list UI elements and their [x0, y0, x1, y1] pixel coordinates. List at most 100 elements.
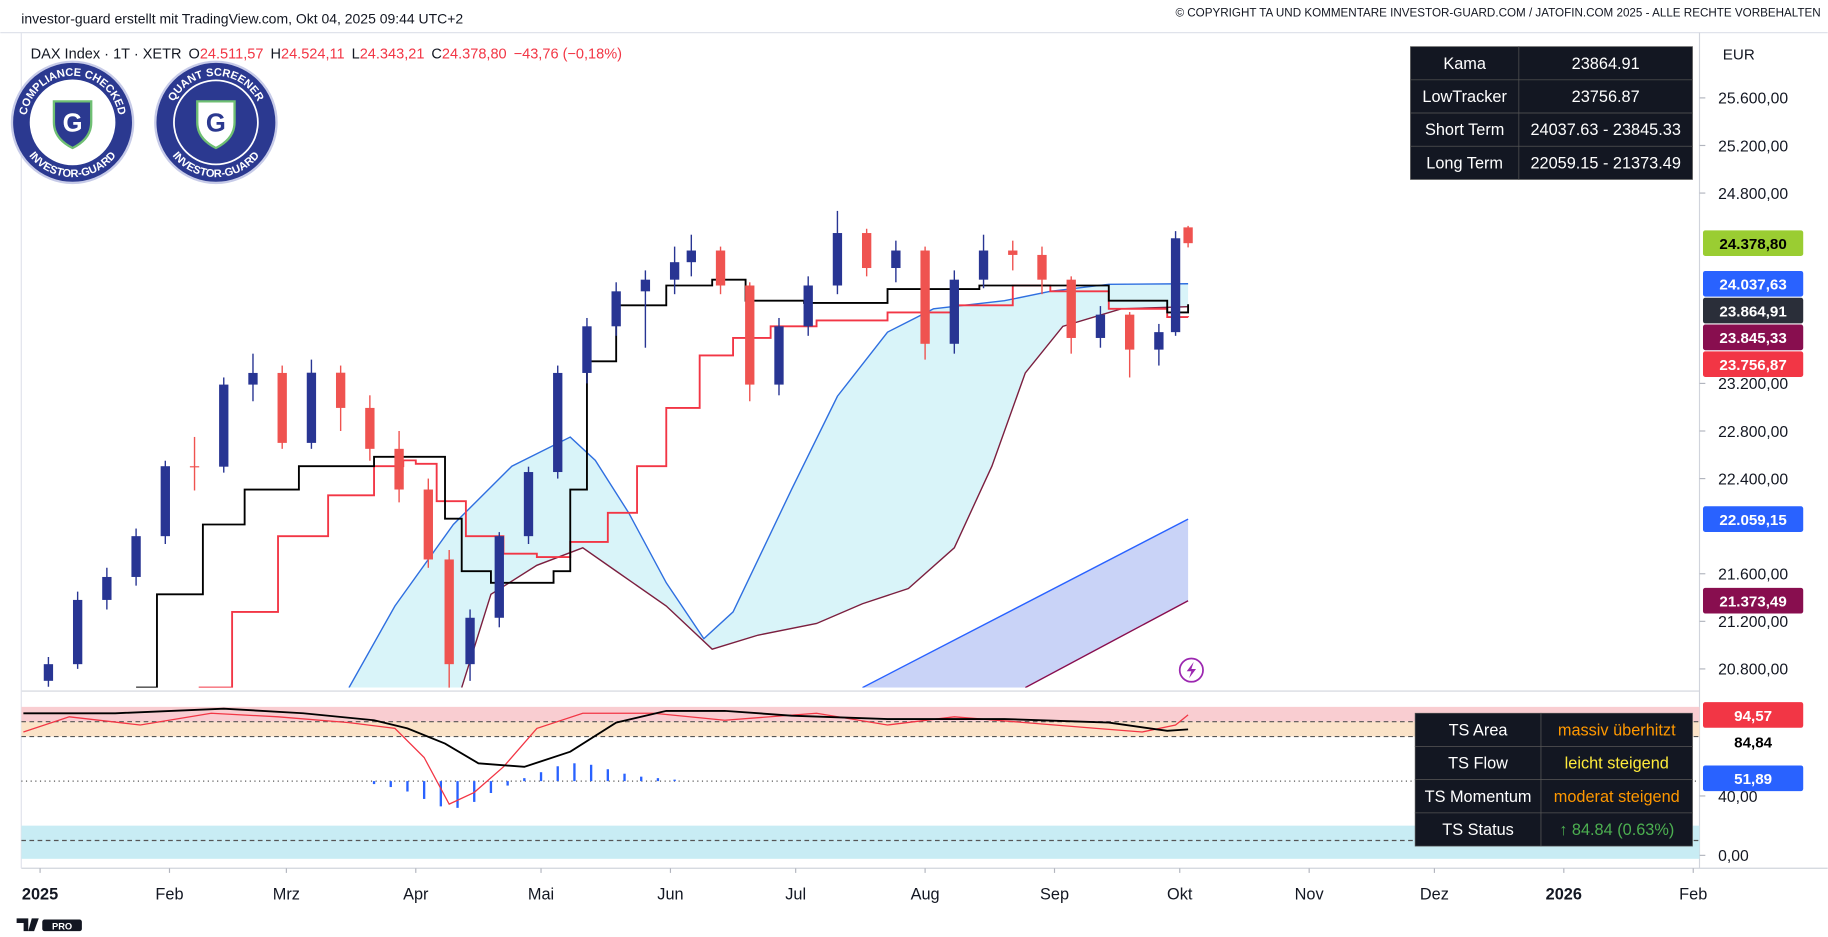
flash-bolt — [1186, 661, 1197, 679]
status-label: TS Momentum — [1425, 788, 1532, 806]
candle-body — [1066, 279, 1076, 338]
badge-mark: G — [63, 110, 83, 138]
ohlc-value: 24.524,11 — [281, 46, 345, 62]
band-fill — [348, 283, 1189, 688]
change: −43,76 (−0,18%) — [514, 46, 622, 62]
candle-body — [444, 559, 454, 665]
histogram-bar — [606, 769, 609, 782]
info-label: LowTracker — [1422, 88, 1507, 106]
price-tag-label: 21.373,49 — [1719, 594, 1786, 611]
y-tick-label: 20.800,00 — [1718, 662, 1788, 679]
status-cell — [1540, 712, 1693, 747]
histogram-bar — [406, 781, 409, 792]
candle-body — [611, 291, 621, 327]
candle-body — [465, 617, 475, 665]
x-tick-label: 2025 — [22, 886, 58, 904]
status-value: ↑ 84.84 (0.63%) — [1559, 821, 1674, 839]
info-value: 22059.15 - 21373.49 — [1530, 154, 1680, 172]
candle-body — [640, 279, 651, 292]
candle-body — [1183, 227, 1193, 244]
status-cell — [1540, 746, 1693, 781]
candle-body — [949, 279, 959, 344]
histogram-bar — [523, 778, 526, 782]
y-tick-label: 21.600,00 — [1718, 567, 1788, 584]
candle-body — [774, 326, 784, 385]
histogram-bar — [439, 781, 443, 807]
y-tick-label: 0,00 — [1718, 848, 1749, 865]
info-cell — [1518, 79, 1693, 114]
candle-body — [494, 536, 504, 618]
candle-body — [832, 233, 843, 286]
status-label: TS Area — [1449, 721, 1509, 739]
histogram-bar — [640, 776, 643, 782]
info-value: 23756.87 — [1572, 88, 1640, 106]
indicator-line — [136, 278, 1190, 688]
histogram-bar — [456, 781, 459, 808]
candle-body — [686, 250, 696, 263]
price-tag — [1702, 728, 1804, 755]
info-cell — [1518, 112, 1693, 147]
info-cell — [1410, 145, 1520, 180]
status-value: leicht steigend — [1565, 755, 1669, 773]
oscillator-line — [23, 712, 1189, 805]
candle-body — [715, 250, 726, 286]
candle-body — [102, 576, 112, 600]
symbol-legend: DAX Index · 1T · XETR O24.511,57 H24.524,1… — [31, 46, 622, 62]
candle-body — [1124, 314, 1135, 350]
histogram-bar — [556, 766, 559, 782]
price-tag-label: 22.059,15 — [1719, 512, 1786, 529]
histogram-bar — [422, 781, 426, 799]
x-tick-label: Mrz — [273, 886, 300, 904]
price-tag — [1702, 351, 1804, 377]
ohlc-key: C — [431, 46, 442, 62]
x-tick-label: Nov — [1295, 886, 1325, 904]
x-tick-label: Aug — [911, 886, 940, 904]
candle-body — [669, 262, 680, 280]
badge-shield — [196, 100, 236, 150]
info-value: 24037.63 - 23845.33 — [1530, 121, 1680, 139]
histogram-bar — [473, 781, 476, 802]
info-cell — [1410, 112, 1520, 147]
price-tag-label: 51,89 — [1734, 771, 1772, 788]
y-tick-label: 22.400,00 — [1718, 471, 1788, 488]
y-tick-label: 40,00 — [1718, 789, 1758, 806]
ohlc-value: 24.343,21 — [360, 46, 425, 62]
candle-body — [277, 372, 287, 443]
header-right: © COPYRIGHT TA UND KOMMENTARE INVESTOR-G… — [1175, 6, 1820, 19]
x-tick-label: Dez — [1420, 886, 1449, 904]
candle-body — [1037, 254, 1047, 280]
histogram-bar — [589, 764, 593, 782]
candle-body — [423, 489, 433, 560]
candle-body — [248, 372, 258, 385]
badge-shield — [52, 100, 93, 150]
candle-body — [553, 372, 563, 473]
candle-body — [582, 326, 592, 373]
price-tag — [1702, 587, 1804, 614]
status-label: TS Status — [1442, 821, 1514, 839]
histogram-bar — [673, 779, 676, 782]
status-cell — [1540, 779, 1693, 814]
histogram-bar — [372, 781, 376, 785]
status-cell — [1414, 812, 1542, 847]
price-tag-label: 94,57 — [1734, 708, 1772, 725]
pro-box — [42, 919, 82, 932]
band-upper — [862, 518, 1189, 688]
price-tag-label: 23.756,87 — [1719, 357, 1786, 374]
candle-body — [1008, 250, 1018, 255]
x-tick-label: Apr — [403, 886, 429, 904]
info-label: Long Term — [1426, 154, 1503, 172]
currency: EUR — [1723, 46, 1755, 63]
y-tick-label: 22.800,00 — [1718, 424, 1788, 441]
histogram-bar — [573, 763, 576, 782]
ohlc-value: 24.511,57 — [200, 46, 264, 62]
badge-mark: G — [206, 110, 226, 138]
info-value: 23864.91 — [1572, 55, 1640, 73]
status-label: TS Flow — [1448, 755, 1508, 773]
info-label: Kama — [1443, 55, 1487, 73]
candle-body — [920, 250, 930, 344]
candle-body — [861, 233, 872, 269]
price-tag — [1702, 297, 1804, 324]
status-cell — [1414, 712, 1542, 747]
